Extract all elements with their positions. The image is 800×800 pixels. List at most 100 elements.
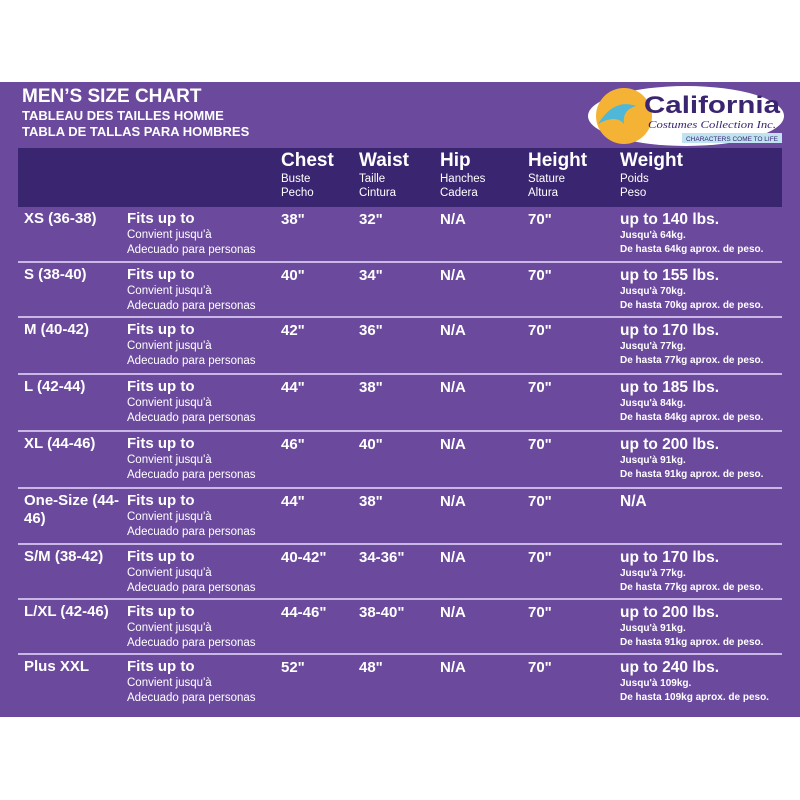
waist-value: 48" <box>359 659 383 676</box>
svg-text:Costumes Collection Inc.: Costumes Collection Inc. <box>648 119 776 131</box>
weight-es: De hasta 84kg aprox. de peso. <box>620 412 764 423</box>
fits-es: Adecuado para personas <box>127 300 256 312</box>
weight-fr: Jusqu'à 109kg. <box>620 678 692 689</box>
weight-lbs: up to 170 lbs. <box>620 322 720 339</box>
height-value: 70" <box>528 211 552 228</box>
size-label: Plus XXL <box>24 658 90 675</box>
svg-text:CHARACTERS COME TO LIFE: CHARACTERS COME TO LIFE <box>686 136 779 143</box>
header-fr: Buste <box>281 173 311 185</box>
header-main: Weight <box>620 150 683 171</box>
table-row: XL (44-46) Fits up to Convient jusqu'à Adec… <box>18 432 782 489</box>
fits-es: Adecuado para personas <box>127 244 256 256</box>
size-label: L (42-44) <box>24 378 86 395</box>
hip-value: N/A <box>440 267 466 284</box>
size-chart-panel: MEN’S SIZE CHART TABLEAU DES TAILLES HOM… <box>0 82 800 717</box>
height-value: 70" <box>528 322 552 339</box>
waist-value: 40" <box>359 436 383 453</box>
fits-es: Adecuado para personas <box>127 469 256 481</box>
weight-es: De hasta 64kg aprox. de peso. <box>620 244 764 255</box>
chest-value: 42" <box>281 322 305 339</box>
hip-value: N/A <box>440 322 466 339</box>
weight-fr: Jusqu'à 70kg. <box>620 286 686 297</box>
hip-value: N/A <box>440 493 466 510</box>
header-main: Waist <box>359 150 409 171</box>
weight-value: up to 155 lbs. Jusqu'à 70kg. De hasta 70kg… <box>620 266 763 313</box>
fits-en: Fits up to <box>127 603 195 620</box>
chest-value: 40-42" <box>281 549 327 566</box>
weight-lbs: N/A <box>620 493 647 510</box>
header-es: Cintura <box>359 187 397 199</box>
fits-es: Adecuado para personas <box>127 692 256 704</box>
hip-value: N/A <box>440 604 466 621</box>
weight-fr: Jusqu'à 84kg. <box>620 398 686 409</box>
fits-fr: Convient jusqu'à <box>127 454 212 466</box>
chest-value: 52" <box>281 659 305 676</box>
weight-lbs: up to 240 lbs. <box>620 659 720 676</box>
weight-lbs: up to 170 lbs. <box>620 549 720 566</box>
weight-fr: Jusqu'à 77kg. <box>620 568 686 579</box>
height-value: 70" <box>528 267 552 284</box>
fits-fr: Convient jusqu'à <box>127 677 212 689</box>
header-fr: Poids <box>620 173 649 185</box>
fits-fr: Convient jusqu'à <box>127 567 212 579</box>
size-label: XL (44-46) <box>24 435 96 452</box>
weight-fr: Jusqu'à 64kg. <box>620 230 686 241</box>
size-label: M (40-42) <box>24 321 90 338</box>
fits-label: Fits up to Convient jusqu'à Adecuado para … <box>127 210 256 258</box>
fits-label: Fits up to Convient jusqu'à Adecuado para … <box>127 435 256 483</box>
table-row: L/XL (42-46) Fits up to Convient jusqu'à Ad… <box>18 600 782 655</box>
height-value: 70" <box>528 659 552 676</box>
weight-lbs: up to 140 lbs. <box>620 211 720 228</box>
size-label: XS (36-38) <box>24 210 97 227</box>
fits-label: Fits up to Convient jusqu'à Adecuado para … <box>127 321 256 369</box>
weight-value: up to 200 lbs. Jusqu'à 91kg. De hasta 91kg… <box>620 603 763 650</box>
weight-fr: Jusqu'à 91kg. <box>620 623 686 634</box>
fits-label: Fits up to Convient jusqu'à Adecuado para … <box>127 378 256 426</box>
height-value: 70" <box>528 604 552 621</box>
fits-es: Adecuado para personas <box>127 637 256 649</box>
column-header-chest: Chest Buste Pecho <box>281 150 334 200</box>
waist-value: 32" <box>359 211 383 228</box>
fits-en: Fits up to <box>127 210 195 227</box>
title-fr: TABLEAU DES TAILLES HOMME <box>22 108 224 123</box>
hip-value: N/A <box>440 659 466 676</box>
fits-en: Fits up to <box>127 658 195 675</box>
header-main: Height <box>528 150 588 171</box>
chest-value: 46" <box>281 436 305 453</box>
header-main: Chest <box>281 150 334 171</box>
weight-value: up to 140 lbs. Jusqu'à 64kg. De hasta 64kg… <box>620 210 763 257</box>
size-label: S/M (38-42) <box>24 548 104 565</box>
weight-es: De hasta 70kg aprox. de peso. <box>620 300 764 311</box>
fits-fr: Convient jusqu'à <box>127 340 212 352</box>
height-value: 70" <box>528 379 552 396</box>
header-main: Hip <box>440 150 471 171</box>
chest-value: 40" <box>281 267 305 284</box>
header-es: Altura <box>528 187 559 199</box>
fits-label: Fits up to Convient jusqu'à Adecuado para … <box>127 658 256 706</box>
table-row: S (38-40) Fits up to Convient jusqu'à Adecu… <box>18 263 782 318</box>
weight-es: De hasta 109kg aprox. de peso. <box>620 692 769 703</box>
table-row: Plus XXL Fits up to Convient jusqu'à Adecua… <box>18 655 782 710</box>
fits-en: Fits up to <box>127 492 195 509</box>
column-header-waist: Waist Taille Cintura <box>359 150 409 200</box>
chart-title: MEN’S SIZE CHART TABLEAU DES TAILLES HOM… <box>22 86 249 140</box>
fits-es: Adecuado para personas <box>127 355 256 367</box>
waist-value: 34" <box>359 267 383 284</box>
fits-es: Adecuado para personas <box>127 526 256 538</box>
fits-fr: Convient jusqu'à <box>127 229 212 241</box>
fits-fr: Convient jusqu'à <box>127 622 212 634</box>
fits-label: Fits up to Convient jusqu'à Adecuado para … <box>127 548 256 596</box>
column-header-height: Height Stature Altura <box>528 150 587 200</box>
weight-lbs: up to 155 lbs. <box>620 267 720 284</box>
weight-fr: Jusqu'à 91kg. <box>620 455 686 466</box>
header-fr: Taille <box>359 173 386 185</box>
size-label: One-Size (44-46) <box>24 492 120 527</box>
table-row: XS (36-38) Fits up to Convient jusqu'à Adec… <box>18 207 782 263</box>
weight-value: up to 200 lbs. Jusqu'à 91kg. De hasta 91kg… <box>620 435 763 482</box>
weight-es: De hasta 91kg aprox. de peso. <box>620 469 764 480</box>
waist-value: 34-36" <box>359 549 405 566</box>
fits-en: Fits up to <box>127 435 195 452</box>
fits-label: Fits up to Convient jusqu'à Adecuado para … <box>127 492 256 540</box>
fits-es: Adecuado para personas <box>127 412 256 424</box>
weight-value: up to 170 lbs. Jusqu'à 77kg. De hasta 77kg… <box>620 321 763 368</box>
